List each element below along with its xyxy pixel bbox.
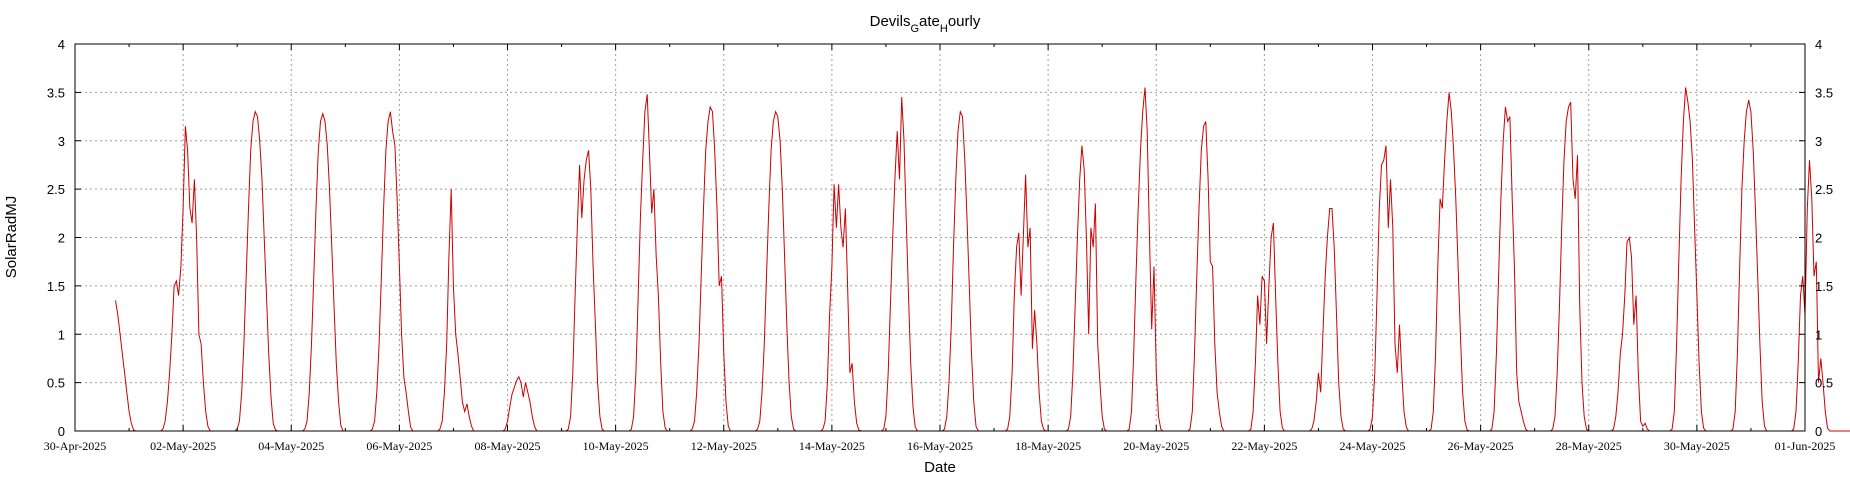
- y-axis-title: SolarRadMJ: [3, 196, 20, 279]
- y-tick-label-right: 0: [1815, 424, 1822, 439]
- x-tick-label: 30-May-2025: [1664, 439, 1730, 453]
- x-tick-label: 22-May-2025: [1231, 439, 1297, 453]
- chart-title: DevilsGateHourly: [870, 13, 981, 35]
- x-tick-label: 18-May-2025: [1015, 439, 1081, 453]
- y-tick-label-right: 2: [1815, 231, 1822, 246]
- y-axis-left-labels: 0 0.5 1 1.5 2 2.5 3 3.5 4: [47, 37, 65, 439]
- axis-ticks: [74, 43, 1806, 432]
- x-tick-label: 06-May-2025: [366, 439, 432, 453]
- x-tick-label: 02-May-2025: [150, 439, 216, 453]
- y-tick-label-right: 1: [1815, 327, 1822, 342]
- x-tick-label: 30-Apr-2025: [44, 439, 106, 453]
- y-tick-label-right: 4: [1815, 37, 1822, 52]
- y-tick-label-right: 3.5: [1815, 85, 1833, 100]
- x-tick-label: 16-May-2025: [907, 439, 973, 453]
- x-tick-label: 01-Jun-2025: [1775, 439, 1836, 453]
- x-tick-label: 24-May-2025: [1340, 439, 1406, 453]
- y-tick-label: 2.5: [47, 182, 65, 197]
- y-tick-label: 3.5: [47, 85, 65, 100]
- x-tick-label: 12-May-2025: [691, 439, 757, 453]
- x-tick-label: 20-May-2025: [1123, 439, 1189, 453]
- x-axis-title: Date: [924, 459, 956, 476]
- y-tick-label: 2: [58, 231, 65, 246]
- y-tick-label: 0.5: [47, 376, 65, 391]
- y-tick-label: 3: [58, 134, 65, 149]
- y-tick-label: 0: [58, 424, 65, 439]
- y-tick-label-right: 0.5: [1815, 376, 1833, 391]
- y-tick-label-right: 1.5: [1815, 279, 1833, 294]
- x-tick-label: 14-May-2025: [799, 439, 865, 453]
- x-tick-label: 08-May-2025: [475, 439, 541, 453]
- x-axis-labels: 30-Apr-2025 02-May-2025 04-May-2025 06-May-…: [44, 439, 1836, 453]
- y-tick-label: 1.5: [47, 279, 65, 294]
- y-tick-label-right: 3: [1815, 134, 1822, 149]
- x-tick-label: 10-May-2025: [583, 439, 649, 453]
- x-tick-label: 26-May-2025: [1448, 439, 1514, 453]
- x-tick-label: 28-May-2025: [1556, 439, 1622, 453]
- y-axis-right-labels: 0 0.5 1 1.5 2 2.5 3 3.5 4: [1815, 37, 1833, 439]
- y-tick-label: 1: [58, 327, 65, 342]
- x-tick-label: 04-May-2025: [258, 439, 324, 453]
- grid-lines: [75, 44, 1805, 431]
- y-tick-label-right: 2.5: [1815, 182, 1833, 197]
- y-tick-label: 4: [58, 37, 65, 52]
